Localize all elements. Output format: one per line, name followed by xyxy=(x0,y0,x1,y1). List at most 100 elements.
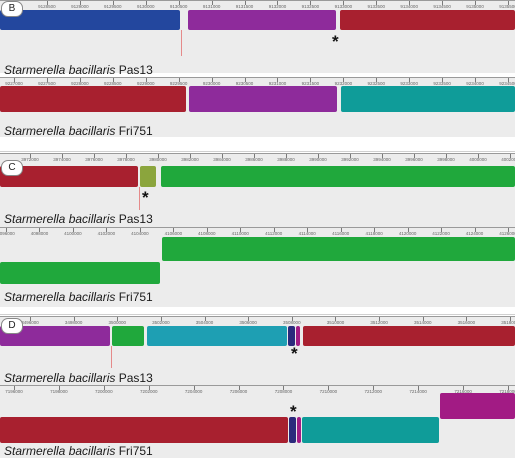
ruler-tick xyxy=(277,1,279,5)
ruler-tick-label: 3500000 xyxy=(108,320,127,325)
synteny-block xyxy=(188,10,336,30)
genome-label: Starmerella bacillaris Pas13 xyxy=(4,212,153,226)
ruler-tick xyxy=(409,1,411,5)
ruler-tick-label: 3980000 xyxy=(149,157,167,162)
ruler-tick-label: 7218000 xyxy=(499,389,515,394)
ruler-tick xyxy=(382,154,383,158)
ruler-tick-label: 4122000 xyxy=(432,231,450,236)
ruler-tick-label: 9131500 xyxy=(235,4,254,9)
ruler-tick xyxy=(374,228,376,232)
synteny-block xyxy=(288,326,295,346)
ruler-tick-label: 9130000 xyxy=(136,4,155,9)
synteny-block xyxy=(440,393,515,419)
ruler-tick xyxy=(103,386,105,390)
ruler-tick-label: 4104000 xyxy=(131,231,149,236)
ruler-tick xyxy=(508,228,509,232)
ruler-tick xyxy=(510,317,511,321)
ruler-tick-label: 4002000 xyxy=(501,157,515,162)
asterisk-marker: * xyxy=(142,188,149,207)
genome-label: Starmerella bacillaris Fri751 xyxy=(4,124,153,138)
panel-label-badge: B xyxy=(1,1,23,17)
ruler-tick-label: 9230000 xyxy=(202,81,221,86)
ruler-tick xyxy=(446,154,447,158)
ruler-tick-label: 9129500 xyxy=(104,4,122,9)
ruler-tick xyxy=(206,228,208,232)
ruler-tick-label: 9134000 xyxy=(400,4,418,9)
synteny-block xyxy=(289,417,296,443)
ruler-tick xyxy=(73,317,75,321)
ruler-tick xyxy=(193,386,195,390)
synteny-block xyxy=(0,166,138,187)
ruler-tick-label: 3986000 xyxy=(245,157,263,162)
ruler-tick-label: 3994000 xyxy=(373,157,391,162)
ruler-tick xyxy=(307,228,309,232)
ruler-tick-label: 3974000 xyxy=(53,157,71,162)
ruler-tick-label: 3506000 xyxy=(239,320,257,325)
panel-label-badge: C xyxy=(1,160,23,176)
ruler-tick xyxy=(273,228,275,232)
ruler-tick xyxy=(291,317,293,321)
ruler-tick xyxy=(422,317,424,321)
ruler-tick xyxy=(30,154,31,158)
genome-label: Starmerella bacillaris Pas13 xyxy=(4,63,153,77)
synteny-block xyxy=(341,86,515,112)
synteny-block xyxy=(140,166,156,187)
coordinate-ruler: 7196000 7198000 7200000 7202000 7204000 72060… xyxy=(0,385,515,395)
ruler-tick-label: 9134500 xyxy=(433,4,451,9)
strain-name: Pas13 xyxy=(118,63,153,77)
ruler-tick-label: 4100000 xyxy=(64,231,82,236)
ruler-tick-label: 9232000 xyxy=(334,81,353,86)
ruler-tick-label: 7206000 xyxy=(229,389,248,394)
ruler-tick xyxy=(158,154,159,158)
ruler-tick xyxy=(39,228,41,232)
breakpoint-line xyxy=(139,187,140,210)
strain-name: Fri751 xyxy=(118,290,153,304)
ruler-tick-label: 4102000 xyxy=(97,231,116,236)
ruler-tick xyxy=(190,154,191,158)
ruler-tick xyxy=(475,78,477,82)
ruler-tick-label: 9131000 xyxy=(202,4,221,9)
ruler-tick xyxy=(478,154,479,158)
synteny-block xyxy=(297,417,301,443)
ruler-tick-label: 9231500 xyxy=(301,81,320,86)
species-name: Starmerella bacillaris xyxy=(4,371,116,385)
coordinate-ruler: 9128000912850091290009129500913000091305… xyxy=(0,0,515,10)
ruler-tick xyxy=(376,78,378,82)
ruler-tick xyxy=(244,78,246,82)
ruler-tick xyxy=(6,228,7,232)
ruler-tick-label: 3498000 xyxy=(64,320,83,325)
genome-label: Starmerella bacillaris Fri751 xyxy=(4,290,153,304)
synteny-block xyxy=(340,10,515,30)
ruler-tick xyxy=(178,78,180,82)
ruler-tick xyxy=(286,154,287,158)
ruler-tick xyxy=(318,154,319,158)
breakpoint-line xyxy=(111,346,112,368)
ruler-tick xyxy=(508,78,509,82)
ruler-tick-label: 9135000 xyxy=(466,4,484,9)
ruler-tick-label: 4124000 xyxy=(465,231,484,236)
ruler-tick xyxy=(508,386,509,390)
coordinate-ruler: 3496000 3498000 3500000 3502000 3504000 35060… xyxy=(0,316,515,326)
synteny-block xyxy=(0,262,160,284)
ruler-tick-label: 3510000 xyxy=(326,320,345,325)
panel-separator xyxy=(0,151,515,152)
species-name: Starmerella bacillaris xyxy=(4,212,116,226)
ruler-tick-label: 4116000 xyxy=(332,231,350,236)
synteny-block xyxy=(296,326,300,346)
ruler-tick-label: 4118000 xyxy=(365,231,383,236)
ruler-tick-label: 3990000 xyxy=(309,157,327,162)
ruler-tick-label: 4126000 xyxy=(499,231,515,236)
ruler-tick-label: 7204000 xyxy=(184,389,203,394)
ruler-tick-label: 4112000 xyxy=(265,231,283,236)
ruler-tick xyxy=(248,317,250,321)
ruler-tick-label: 9229000 xyxy=(136,81,155,86)
ruler-tick xyxy=(46,1,48,5)
ruler-tick xyxy=(211,1,213,5)
ruler-tick xyxy=(145,1,147,5)
ruler-tick-label: 3518000 xyxy=(501,320,515,325)
ruler-tick-label: 7196000 xyxy=(5,389,23,394)
ruler-tick xyxy=(350,154,351,158)
asterisk-marker: * xyxy=(290,402,297,421)
synteny-block xyxy=(0,417,288,443)
ruler-tick-label: 4108000 xyxy=(198,231,216,236)
